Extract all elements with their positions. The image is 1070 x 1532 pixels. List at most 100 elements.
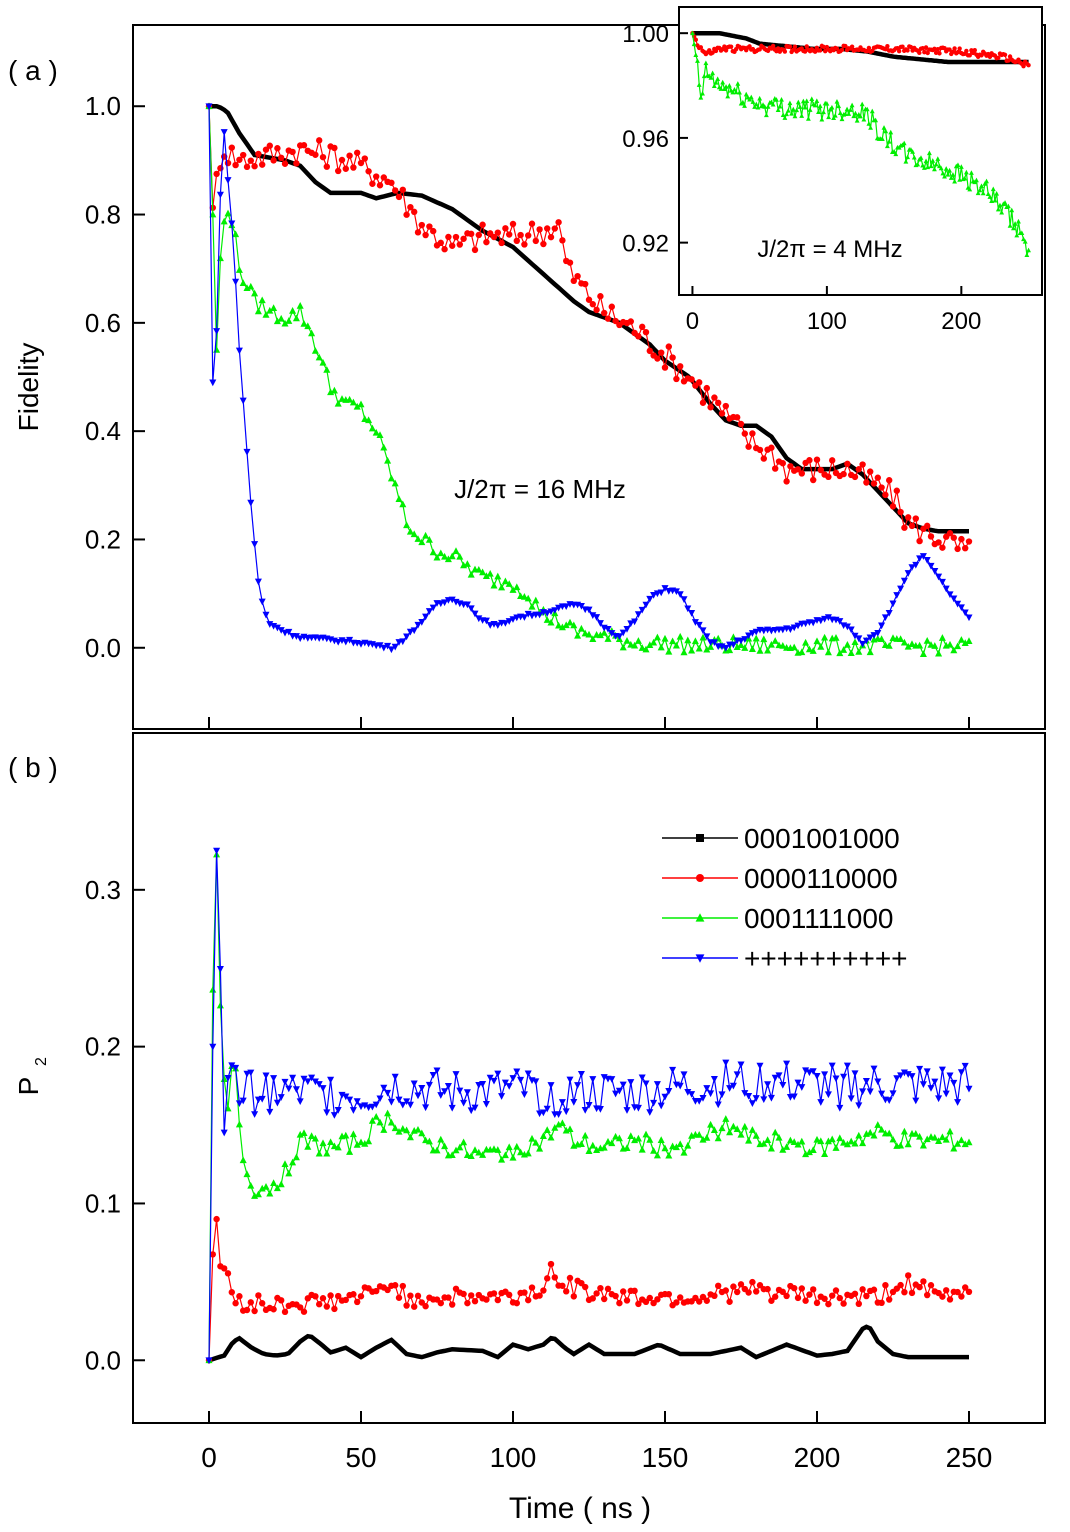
panel-b-point bbox=[334, 1107, 342, 1114]
panel-a-point bbox=[494, 229, 501, 236]
panel-b-point bbox=[395, 1294, 403, 1301]
panel-b-point bbox=[486, 1074, 494, 1082]
panel-b-point bbox=[843, 1140, 851, 1148]
panel-b-point bbox=[216, 966, 224, 973]
inset-point bbox=[762, 104, 768, 109]
panel-b-point bbox=[623, 1144, 631, 1152]
panel-a-point bbox=[950, 595, 958, 603]
panel-b-point bbox=[410, 1080, 418, 1088]
panel-a-point bbox=[528, 220, 536, 227]
inset-point bbox=[918, 155, 924, 160]
panel-a-point bbox=[631, 618, 639, 626]
panel-b-point bbox=[950, 1144, 958, 1152]
x-axis-label: Time ( ns ) bbox=[509, 1492, 651, 1525]
panel-b-point bbox=[707, 1090, 715, 1098]
panel-b-point bbox=[715, 1282, 722, 1290]
panel-b-point bbox=[676, 1082, 684, 1090]
inset-point bbox=[888, 129, 894, 135]
inset-point bbox=[881, 125, 887, 130]
panel-a-point bbox=[266, 142, 273, 149]
panel-a-point bbox=[711, 394, 718, 401]
panel-b-point bbox=[695, 1131, 703, 1138]
inset-point bbox=[804, 44, 809, 49]
panel-b-point bbox=[422, 1303, 429, 1310]
panel-b-point bbox=[889, 1135, 897, 1143]
panel-a-point bbox=[259, 161, 266, 168]
panel-a-point bbox=[908, 522, 916, 530]
panel-a-point bbox=[699, 633, 707, 641]
panel-b-point bbox=[544, 1275, 551, 1282]
panel-b-ytick-label: 0.0 bbox=[85, 1345, 121, 1375]
panel-a-point bbox=[863, 479, 870, 486]
panel-a-point bbox=[350, 164, 357, 171]
panel-b-point bbox=[547, 1260, 555, 1268]
panel-b-point bbox=[593, 1290, 600, 1297]
panel-b-point bbox=[604, 1137, 612, 1145]
panel-a-point bbox=[380, 644, 388, 652]
panel-a-point bbox=[904, 570, 912, 577]
panel-a-point bbox=[912, 515, 919, 522]
panel-a-point bbox=[463, 601, 471, 609]
panel-b-point bbox=[437, 1299, 444, 1307]
inset-point bbox=[985, 191, 991, 197]
inset-point bbox=[837, 110, 843, 116]
panel-b-point bbox=[273, 1184, 281, 1192]
inset-point bbox=[799, 113, 805, 118]
panel-b-point bbox=[585, 1147, 593, 1155]
panel-b-point bbox=[752, 1095, 760, 1102]
panel-b-point bbox=[517, 1148, 525, 1156]
panel-a-point bbox=[772, 465, 779, 472]
inset-point bbox=[708, 75, 714, 80]
panel-b-point bbox=[832, 1287, 840, 1294]
inset-ytick-label: 0.92 bbox=[622, 231, 669, 258]
inset-series bbox=[690, 30, 1031, 258]
panel-a-ylabel: Fidelity bbox=[13, 343, 44, 432]
panel-b-point bbox=[821, 1071, 829, 1079]
panel-a-point bbox=[574, 272, 581, 280]
panel-a-point bbox=[346, 636, 354, 644]
panel-a-point bbox=[551, 607, 559, 614]
panel-b-point bbox=[448, 1104, 456, 1112]
panel-a-point bbox=[558, 623, 566, 631]
panel-a-point bbox=[292, 633, 300, 640]
inset-point bbox=[932, 46, 937, 51]
panel-b-point bbox=[836, 1134, 844, 1142]
panel-a-point bbox=[494, 572, 502, 580]
inset-point bbox=[831, 115, 837, 120]
panel-a-point bbox=[768, 444, 775, 451]
inset-point bbox=[989, 198, 995, 203]
panel-b-point bbox=[688, 1091, 696, 1098]
inset-point bbox=[900, 44, 905, 49]
panel-a-point bbox=[437, 239, 444, 247]
panel-a-point bbox=[414, 229, 422, 236]
panel-b-point bbox=[726, 1128, 734, 1136]
panel-a-point bbox=[946, 530, 954, 537]
panel-a-point bbox=[813, 637, 821, 645]
panel-b-point bbox=[562, 1108, 570, 1116]
panel-b-point bbox=[501, 1079, 509, 1087]
panel-b-point bbox=[403, 1126, 411, 1134]
panel-a-point bbox=[639, 323, 646, 331]
panel-b-point bbox=[859, 1286, 866, 1293]
panel-a-point bbox=[756, 647, 764, 654]
inset-point bbox=[999, 209, 1005, 215]
panel-a-point bbox=[726, 646, 734, 654]
inset-point bbox=[958, 164, 964, 169]
panel-b-point bbox=[467, 1107, 475, 1115]
inset-point bbox=[933, 161, 939, 167]
panel-b-point bbox=[783, 1060, 791, 1068]
inset-point bbox=[787, 100, 793, 106]
panel-a-point bbox=[243, 448, 251, 456]
panel-a-point bbox=[691, 637, 699, 645]
panel-b-point bbox=[760, 1096, 768, 1104]
inset-point bbox=[915, 161, 921, 167]
inset-point bbox=[1006, 58, 1011, 63]
panel-a-point bbox=[870, 480, 878, 487]
panel-b-point bbox=[570, 1293, 577, 1300]
panel-a-point bbox=[741, 644, 749, 651]
panel-b-point bbox=[946, 1296, 954, 1303]
panel-a-point bbox=[661, 585, 669, 592]
panel-b-point bbox=[441, 1088, 449, 1096]
panel-a-point bbox=[411, 208, 418, 216]
inset-point bbox=[775, 46, 781, 51]
